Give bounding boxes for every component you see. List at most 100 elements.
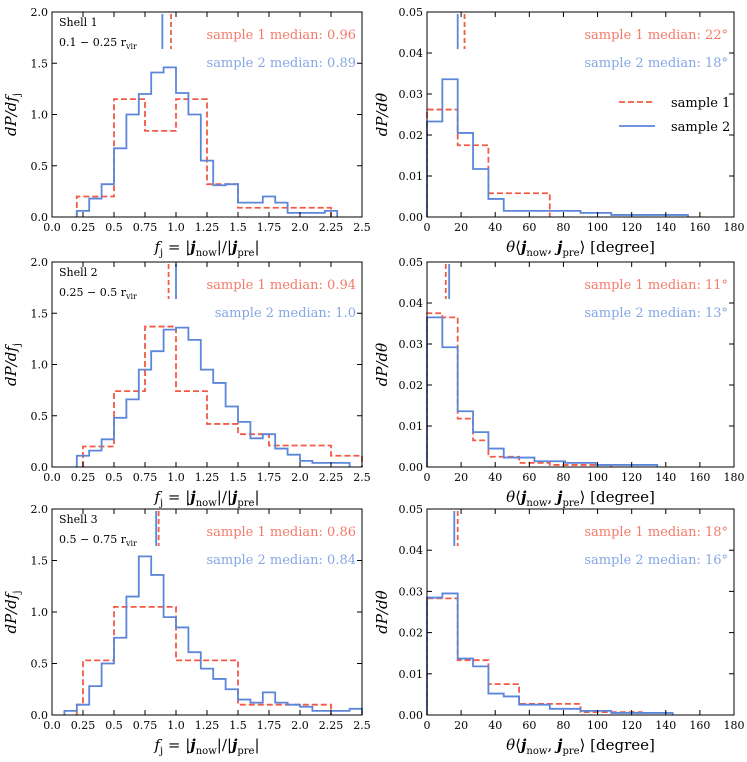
x-axis-label: θ⟨jnow, jpre⟩ [degree] [506,488,655,509]
y-tick-label: 0.0 [31,461,49,474]
y-tick-label: 1.0 [31,606,49,619]
x-tick-label: 0.0 [43,719,61,732]
y-tick-label: 0.03 [399,338,424,351]
x-tick-label: 2.0 [291,719,309,732]
shell-label: Shell 2 [59,266,98,279]
y-tick-label: 0.00 [399,461,424,474]
y-axis-label: dP/dθ [373,590,391,633]
x-tick-label: 160 [689,221,710,234]
x-tick-label: 0.25 [71,719,96,732]
x-tick-label: 180 [724,471,745,484]
x-tick-label: 1.75 [257,719,282,732]
x-tick-label: 60 [522,471,536,484]
x-tick-label: 2.0 [291,221,309,234]
panel-shell1-theta: 0 20 40 60 80 100 120 140 160 180 0.00 0.01 0.02 0.03… [373,6,745,259]
x-tick-label: 0.5 [105,471,123,484]
x-tick-label: 2.25 [319,221,344,234]
x-tick-label: 0.0 [43,221,61,234]
y-tick-label: 0.02 [399,379,424,392]
x-tick-label: 1.25 [195,719,220,732]
x-tick-label: 40 [488,221,502,234]
median-annotation-sample2: sample 2 median: 13° [584,306,728,321]
x-tick-label: 180 [724,221,745,234]
x-tick-label: 1.75 [257,221,282,234]
y-tick-label: 0.0 [31,211,49,224]
shell-label: Shell 3 [59,513,98,526]
y-tick-label: 0.03 [399,585,424,598]
x-tick-label: 1.25 [195,221,220,234]
y-tick-label: 0.5 [31,410,49,423]
y-tick-label: 2.0 [31,503,49,516]
legend-label-sample1: sample 1 [671,96,730,111]
x-tick-label: 100 [587,719,608,732]
histogram-sample1 [426,312,613,467]
x-tick-label: 0 [424,221,431,234]
y-tick-label: 0.04 [399,47,424,60]
x-tick-label: 2.25 [319,471,344,484]
y-tick-label: 1.0 [31,109,49,122]
median-annotation-sample1: sample 1 median: 11° [584,278,728,293]
panel-shell3-fj: 0.0 0.25 0.5 0.75 1.0 1.25 1.5 1.75 2.0 2.25 2.5 0.… [2,503,371,757]
x-tick-label: 1.0 [167,471,185,484]
x-tick-label: 100 [587,221,608,234]
y-tick-label: 1.0 [31,359,49,372]
x-tick-label: 20 [454,471,468,484]
x-tick-label: 0 [424,719,431,732]
x-tick-label: 20 [454,221,468,234]
x-axis-label: fj = |jnow|/|jpre| [153,238,259,259]
x-tick-label: 2.0 [291,471,309,484]
x-tick-label: 120 [621,719,642,732]
median-annotation-sample1: sample 1 median: 18° [584,525,728,540]
histogram-sample2 [426,592,674,715]
axes-frame [426,508,735,716]
x-axis-label: θ⟨jnow, jpre⟩ [degree] [506,238,655,259]
median-annotation-sample2: sample 2 median: 18° [584,56,728,71]
x-tick-label: 180 [724,719,745,732]
median-annotation-sample1: sample 1 median: 0.86 [206,525,356,540]
median-annotation-sample2: sample 2 median: 0.84 [206,553,356,568]
x-tick-label: 1.0 [167,719,185,732]
x-tick-label: 1.5 [229,471,247,484]
y-axis-label: dP/dθ [373,343,391,386]
x-tick-label: 1.75 [257,471,282,484]
x-tick-label: 0.75 [133,471,158,484]
y-tick-label: 2.0 [31,256,49,269]
histogram-sample1 [82,325,363,467]
x-tick-label: 160 [689,471,710,484]
x-tick-label: 0.0 [43,471,61,484]
y-tick-label: 2.0 [31,6,49,19]
x-tick-label: 60 [522,719,536,732]
median-annotation-sample1: sample 1 median: 0.96 [206,28,356,43]
shell-range-label: 0.1 − 0.25 rvir [59,36,137,51]
y-tick-label: 0.5 [31,658,49,671]
y-tick-label: 0.03 [399,88,424,101]
x-tick-label: 2.5 [353,221,371,234]
y-tick-label: 0.05 [399,503,424,516]
y-axis-label: dP/dfj [2,590,23,633]
y-tick-label: 1.5 [31,307,49,320]
y-tick-label: 0.00 [399,211,424,224]
x-tick-label: 40 [488,471,502,484]
x-tick-label: 0.75 [133,719,158,732]
y-tick-label: 0.00 [399,709,424,722]
x-tick-label: 60 [522,221,536,234]
x-tick-label: 40 [488,719,502,732]
x-axis-label: θ⟨jnow, jpre⟩ [degree] [506,736,655,757]
panel-shell1-fj: 0.0 0.25 0.5 0.75 1.0 1.25 1.5 1.75 2.0 2.25 2.5 0.… [2,6,371,259]
histogram-sample2 [426,78,689,217]
histogram-sample1 [75,98,332,217]
legend-label-sample2: sample 2 [671,120,730,135]
histogram-sample1 [426,597,643,715]
median-annotation-sample2: sample 2 median: 0.89 [206,56,356,71]
y-tick-label: 0.04 [399,544,424,557]
y-tick-label: 0.5 [31,160,49,173]
y-tick-label: 0.02 [399,627,424,640]
y-tick-label: 1.5 [31,555,49,568]
y-axis-label: dP/dfj [2,93,23,136]
histogram-sample2 [426,316,659,467]
x-tick-label: 2.5 [353,471,371,484]
x-tick-label: 1.5 [229,719,247,732]
y-tick-label: 0.02 [399,129,424,142]
x-tick-label: 120 [621,221,642,234]
